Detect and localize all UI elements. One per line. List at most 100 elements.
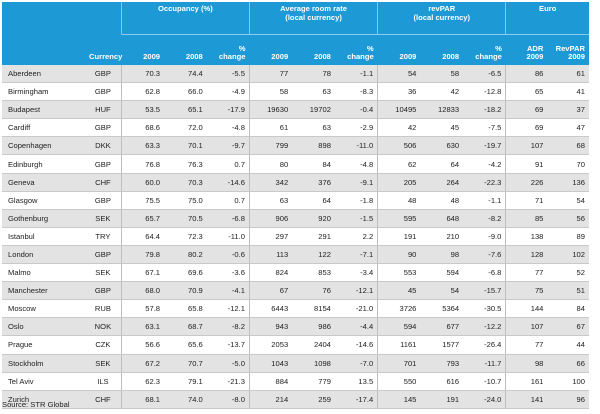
header-occ-change: % change bbox=[206, 34, 250, 65]
cell-arr-2009: 2053 bbox=[248, 335, 293, 355]
cell-revpar-2008: 45 bbox=[420, 118, 464, 138]
cell-occ-change: -13.7 bbox=[206, 335, 250, 355]
table-row: Glasgow GBP 75.5 75.0 0.7 63 64 -1.8 48 48 -1.1 71 5… bbox=[2, 191, 589, 210]
cell-currency: ILS bbox=[85, 372, 122, 391]
table-row: Tel Aviv ILS 62.3 79.1 -21.3 884 779 13.5 550 616… bbox=[2, 372, 589, 391]
cell-revpar-2008: 48 bbox=[420, 191, 464, 210]
cell-revpar-change: -12.2 bbox=[463, 317, 506, 337]
header-euro-adr-text: ADR 2009 bbox=[526, 43, 544, 62]
cell-euro-revpar-2009: 66 bbox=[547, 354, 589, 373]
cell-occ-2009: 75.5 bbox=[120, 191, 165, 210]
table-header: Occupancy (%) Average room rate (local c… bbox=[2, 2, 589, 65]
cell-arr-2008: 853 bbox=[292, 263, 335, 283]
cell-euro-adr-2009: 77 bbox=[505, 335, 548, 355]
cell-currency: GBP bbox=[85, 154, 122, 174]
cell-occ-2009: 63.3 bbox=[120, 136, 165, 156]
cell-occ-change: -0.6 bbox=[206, 245, 250, 265]
cell-arr-2009: 6443 bbox=[248, 299, 293, 319]
cell-euro-adr-2009: 107 bbox=[505, 136, 548, 156]
cell-arr-2008: 376 bbox=[292, 173, 335, 192]
cell-arr-change: -21.0 bbox=[334, 299, 378, 319]
cell-arr-2008: 2404 bbox=[292, 335, 335, 355]
table-row: Stockholm SEK 67.2 70.7 -5.0 1043 1098 -7.0 701 7… bbox=[2, 354, 589, 373]
cell-arr-2009: 906 bbox=[248, 209, 293, 228]
cell-euro-adr-2009: 85 bbox=[505, 209, 548, 228]
header-revpar-change: % change bbox=[463, 34, 506, 65]
cell-revpar-2009: 594 bbox=[377, 317, 421, 337]
cell-currency: SEK bbox=[85, 209, 122, 228]
cell-occ-2008: 70.3 bbox=[164, 173, 207, 192]
cell-occ-2009: 64.4 bbox=[120, 227, 165, 246]
cell-euro-revpar-2009: 41 bbox=[547, 82, 589, 102]
cell-revpar-change: -24.0 bbox=[463, 390, 506, 409]
table-row: Manchester GBP 68.0 70.9 -4.1 67 76 -12.1 45 54 -1… bbox=[2, 281, 589, 301]
cell-city: London bbox=[2, 245, 85, 265]
cell-occ-2009: 62.3 bbox=[120, 372, 165, 391]
cell-occ-2008: 69.6 bbox=[164, 263, 207, 283]
cell-arr-2008: 63 bbox=[292, 118, 335, 138]
cell-revpar-change: -11.7 bbox=[463, 354, 506, 373]
header-currency: Currency bbox=[85, 34, 122, 65]
table-row: Budapest HUF 53.5 65.1 -17.9 19630 19702 -0.4 10… bbox=[2, 100, 589, 120]
cell-arr-2008: 19702 bbox=[292, 100, 335, 120]
cell-occ-2008: 75.0 bbox=[164, 191, 207, 210]
cell-occ-2008: 66.0 bbox=[164, 82, 207, 102]
header-arr-2009: 2009 bbox=[249, 34, 293, 65]
cell-city: Istanbul bbox=[2, 227, 85, 246]
table-row: Gothenburg SEK 65.7 70.5 -6.8 906 920 -1.5 595 64… bbox=[2, 209, 589, 228]
cell-revpar-2009: 205 bbox=[377, 173, 421, 192]
cell-currency: GBP bbox=[85, 191, 122, 210]
cell-revpar-2008: 54 bbox=[420, 281, 464, 301]
cell-occ-2008: 74.4 bbox=[164, 65, 207, 84]
cell-revpar-change: -9.0 bbox=[463, 227, 506, 246]
cell-occ-change: -3.6 bbox=[206, 263, 250, 283]
cell-euro-adr-2009: 138 bbox=[505, 227, 548, 246]
cell-euro-revpar-2009: 37 bbox=[547, 100, 589, 120]
cell-occ-2009: 67.1 bbox=[120, 263, 165, 283]
cell-city: Zurich bbox=[2, 390, 85, 409]
cell-arr-2009: 113 bbox=[248, 245, 293, 265]
cell-currency: GBP bbox=[85, 245, 122, 265]
cell-occ-2008: 70.7 bbox=[164, 354, 207, 373]
cell-arr-2008: 898 bbox=[292, 136, 335, 156]
cell-revpar-change: -30.5 bbox=[463, 299, 506, 319]
cell-revpar-2009: 10495 bbox=[377, 100, 421, 120]
cell-arr-2009: 80 bbox=[248, 154, 293, 174]
hotel-performance-table: Occupancy (%) Average room rate (local c… bbox=[2, 2, 589, 409]
cell-city: Oslo bbox=[2, 317, 85, 337]
cell-arr-2009: 342 bbox=[248, 173, 293, 192]
cell-arr-2008: 64 bbox=[292, 191, 335, 210]
cell-revpar-2008: 677 bbox=[420, 317, 464, 337]
cell-revpar-change: -7.5 bbox=[463, 118, 506, 138]
cell-arr-2008: 84 bbox=[292, 154, 335, 174]
cell-euro-revpar-2009: 136 bbox=[547, 173, 589, 192]
cell-occ-2009: 62.8 bbox=[120, 82, 165, 102]
cell-arr-2009: 58 bbox=[248, 82, 293, 102]
cell-currency: CHF bbox=[85, 390, 122, 409]
cell-currency: GBP bbox=[85, 65, 122, 84]
header-euro-adr: ADR 2009 bbox=[505, 34, 548, 65]
cell-occ-2008: 68.7 bbox=[164, 317, 207, 337]
cell-revpar-change: -19.7 bbox=[463, 136, 506, 156]
cell-euro-revpar-2009: 100 bbox=[547, 372, 589, 391]
cell-arr-change: -7.0 bbox=[334, 354, 378, 373]
cell-euro-revpar-2009: 44 bbox=[547, 335, 589, 355]
cell-revpar-2009: 90 bbox=[377, 245, 421, 265]
cell-revpar-change: -8.2 bbox=[463, 209, 506, 228]
cell-currency: GBP bbox=[85, 118, 122, 138]
cell-revpar-2009: 62 bbox=[377, 154, 421, 174]
cell-euro-adr-2009: 144 bbox=[505, 299, 548, 319]
cell-occ-change: 0.7 bbox=[206, 154, 250, 174]
header-group-row: Occupancy (%) Average room rate (local c… bbox=[2, 2, 589, 35]
cell-arr-change: -3.4 bbox=[334, 263, 378, 283]
cell-occ-change: 0.7 bbox=[206, 191, 250, 210]
cell-arr-2009: 1043 bbox=[248, 354, 293, 373]
table-row: Copenhagen DKK 63.3 70.1 -9.7 799 898 -11.0 506 6… bbox=[2, 136, 589, 156]
header-city-blank bbox=[2, 34, 85, 65]
cell-arr-change: -2.9 bbox=[334, 118, 378, 138]
cell-arr-2008: 920 bbox=[292, 209, 335, 228]
cell-revpar-2009: 553 bbox=[377, 263, 421, 283]
cell-arr-2008: 122 bbox=[292, 245, 335, 265]
cell-arr-2008: 1098 bbox=[292, 354, 335, 373]
